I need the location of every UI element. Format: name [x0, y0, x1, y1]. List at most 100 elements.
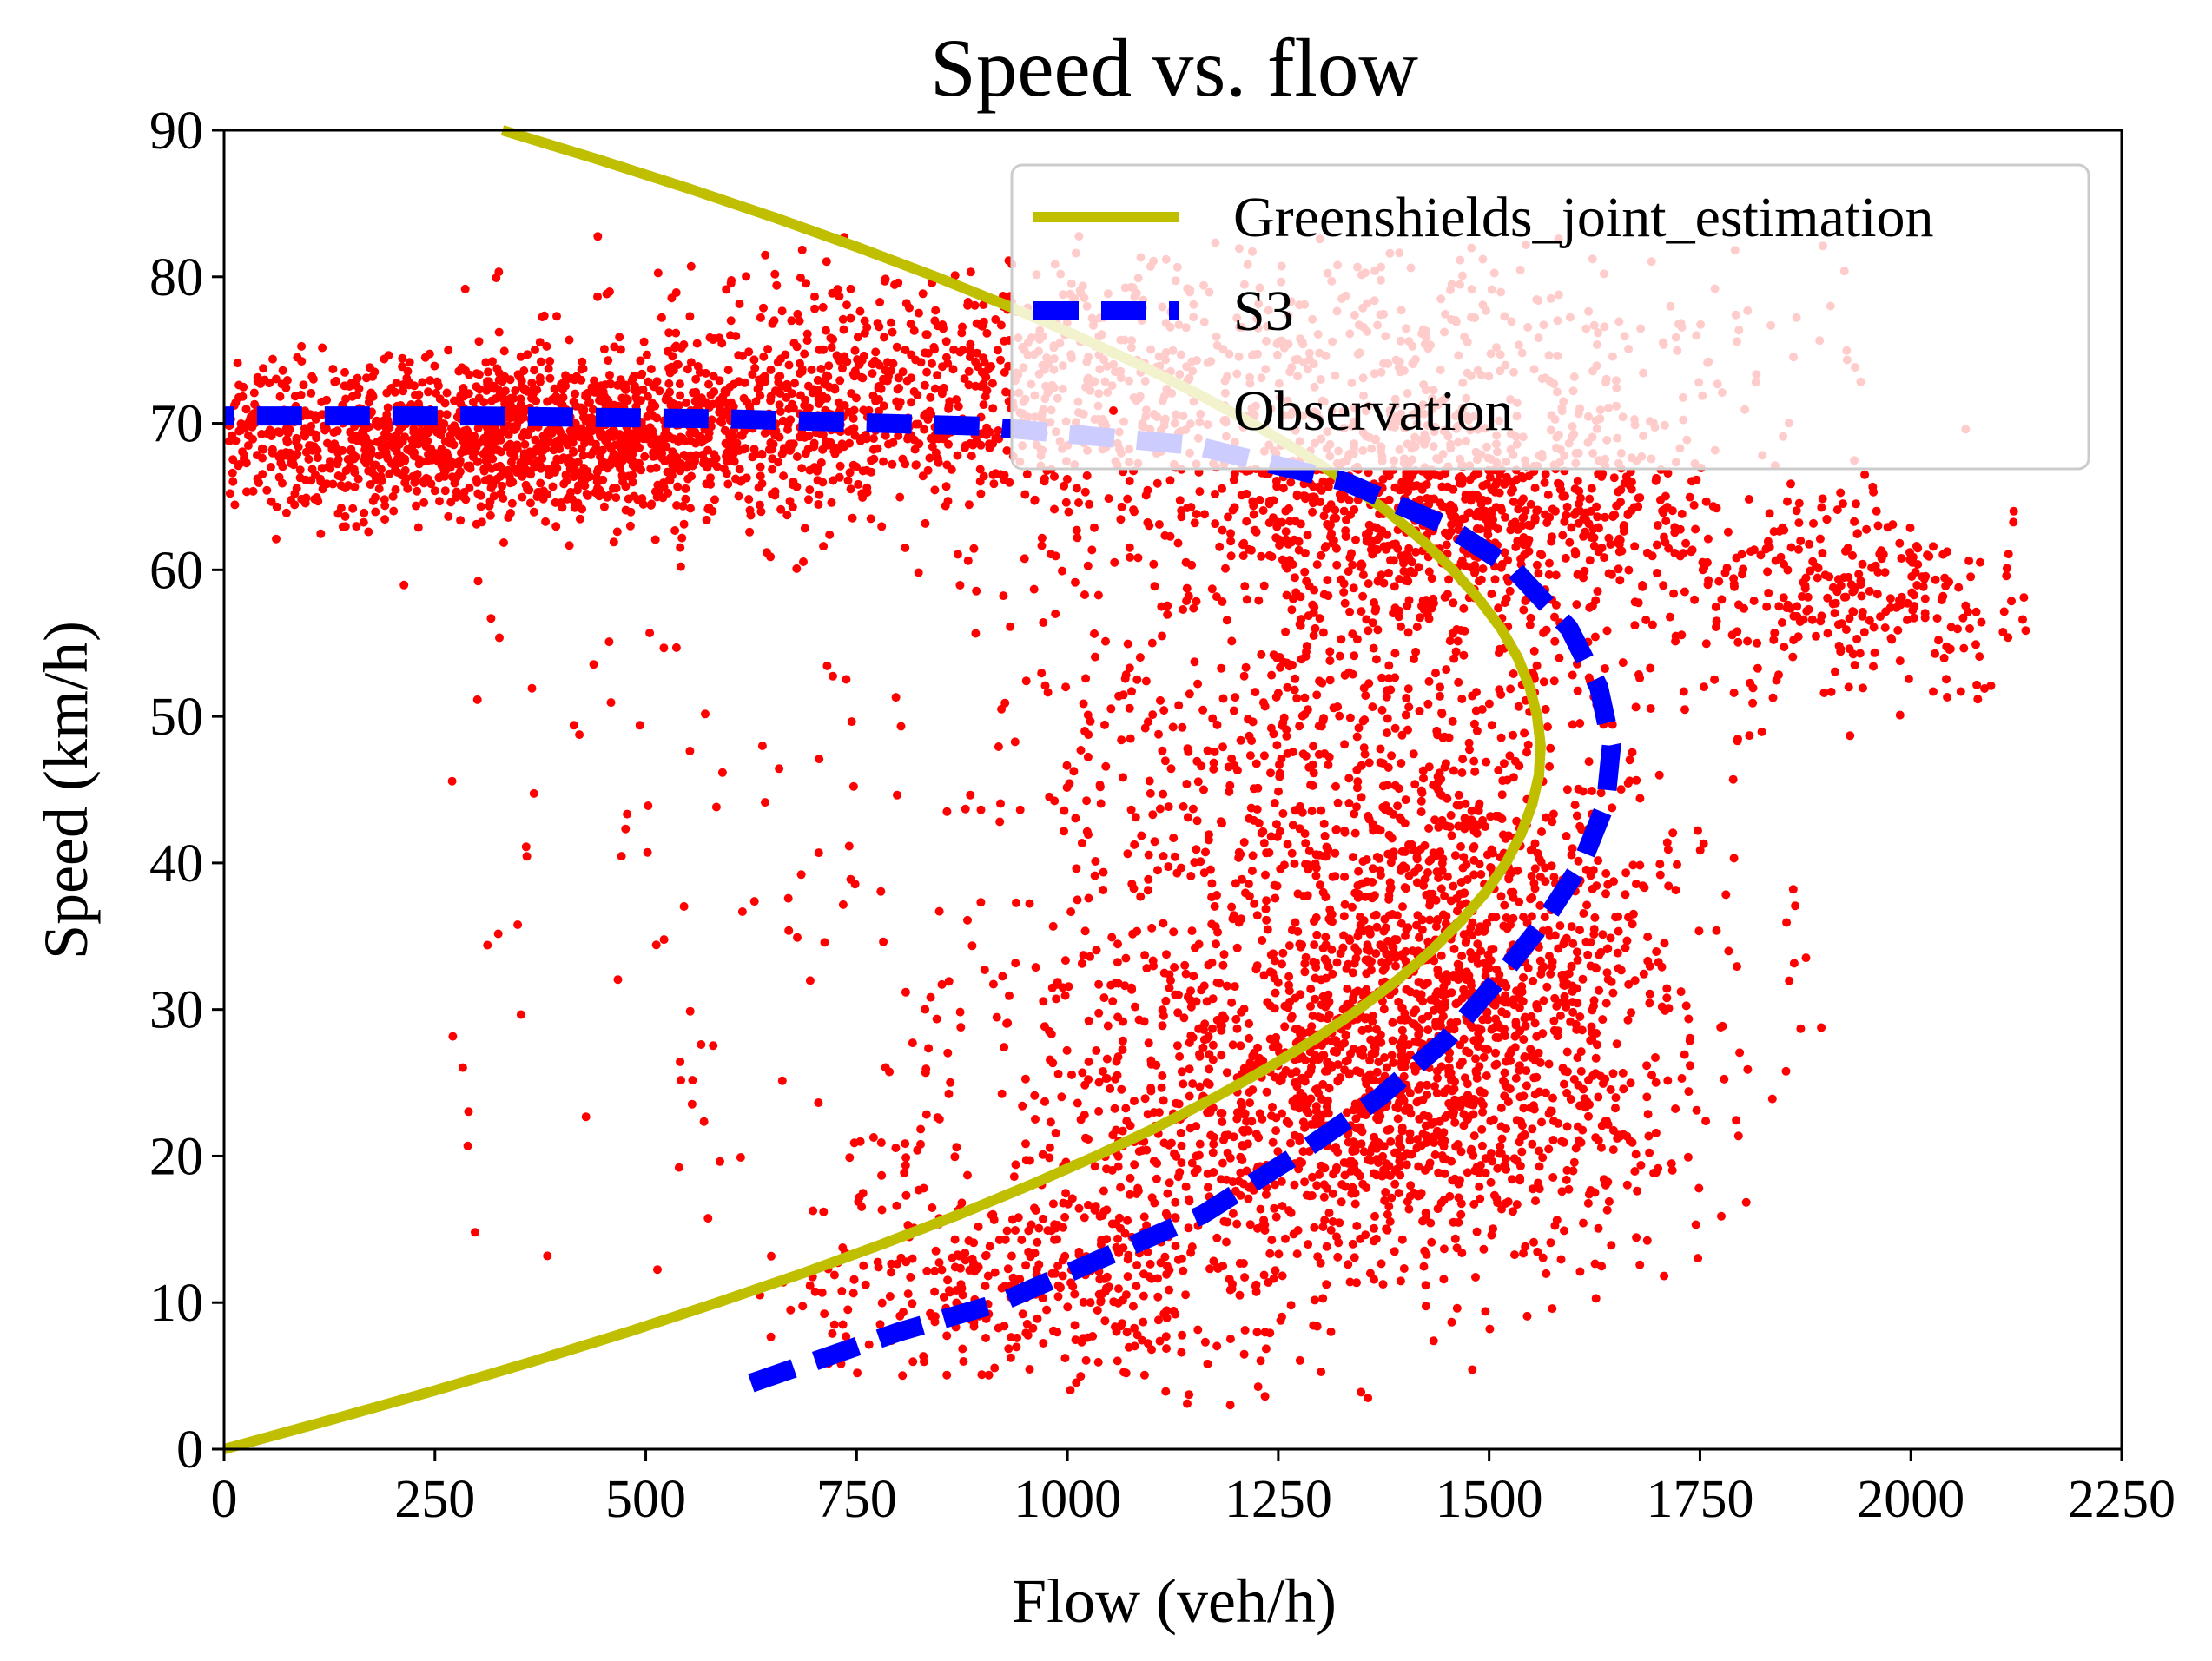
- observation-point: [1909, 590, 1918, 600]
- observation-point: [1361, 691, 1370, 701]
- observation-point: [1870, 648, 1879, 657]
- observation-point: [1240, 1273, 1250, 1282]
- observation-point: [545, 373, 555, 383]
- observation-point: [225, 437, 234, 446]
- observation-point: [558, 503, 567, 512]
- observation-point: [1692, 475, 1701, 484]
- observation-point: [775, 400, 784, 410]
- observation-point: [1802, 606, 1812, 616]
- observation-point: [1283, 564, 1291, 573]
- observation-point: [966, 267, 975, 277]
- observation-point: [1165, 476, 1175, 485]
- observation-point: [725, 456, 735, 465]
- observation-point: [742, 272, 751, 281]
- chart-title: Speed vs. flow: [930, 22, 1418, 114]
- observation-point: [1938, 550, 1948, 559]
- observation-point: [1498, 776, 1508, 786]
- observation-point: [1040, 681, 1050, 690]
- observation-point: [1080, 590, 1089, 599]
- observation-point: [888, 459, 897, 469]
- observation-point: [1324, 1208, 1334, 1217]
- observation-point: [327, 444, 337, 453]
- observation-point: [649, 432, 658, 441]
- observation-point: [371, 507, 380, 517]
- observation-point: [1368, 618, 1377, 628]
- observation-point: [1573, 686, 1582, 695]
- observation-point: [825, 530, 835, 539]
- observation-point: [1114, 691, 1124, 701]
- observation-point: [1221, 564, 1230, 573]
- observation-point: [691, 374, 701, 384]
- observation-point: [1357, 793, 1366, 802]
- observation-point: [706, 390, 716, 399]
- observation-point: [1030, 496, 1040, 505]
- observation-point: [1458, 755, 1468, 764]
- observation-point: [1130, 840, 1139, 849]
- observation-point: [1445, 636, 1455, 646]
- observation-point: [1745, 731, 1754, 741]
- observation-point: [598, 398, 608, 407]
- observation-point: [1518, 513, 1528, 523]
- observation-point: [1080, 727, 1090, 735]
- observation-point: [1446, 811, 1456, 820]
- observation-point: [626, 507, 636, 517]
- observation-point: [782, 379, 792, 389]
- observation-point: [452, 458, 461, 468]
- observation-point: [442, 388, 452, 398]
- observation-point: [1447, 1157, 1456, 1166]
- observation-point: [883, 358, 892, 367]
- observation-point: [1272, 653, 1282, 662]
- observation-point: [1623, 779, 1633, 788]
- observation-point: [518, 471, 527, 481]
- observation-point: [1764, 589, 1773, 597]
- observation-point: [928, 359, 936, 368]
- observation-point: [1183, 813, 1192, 822]
- observation-point: [1218, 484, 1226, 493]
- observation-point: [1885, 594, 1895, 603]
- observation-point: [1029, 584, 1039, 594]
- observation-point: [326, 457, 334, 466]
- observation-point: [1506, 684, 1515, 694]
- observation-point: [933, 371, 942, 380]
- observation-point: [445, 463, 453, 472]
- observation-point: [741, 444, 750, 453]
- observation-point: [1776, 552, 1786, 562]
- observation-point: [1897, 554, 1906, 563]
- observation-point: [1175, 496, 1185, 505]
- observation-point: [1580, 566, 1589, 576]
- observation-point: [1592, 502, 1601, 511]
- observation-point: [1222, 616, 1231, 625]
- observation-point: [412, 501, 421, 511]
- observation-point: [1405, 1129, 1415, 1138]
- observation-point: [1372, 535, 1382, 544]
- observation-point: [1918, 582, 1928, 591]
- observation-point: [1345, 607, 1355, 616]
- observation-point: [892, 342, 901, 352]
- observation-point: [966, 438, 975, 448]
- observation-point: [2009, 517, 2018, 527]
- observation-point: [1584, 757, 1594, 767]
- observation-point: [580, 481, 590, 491]
- observation-point: [1348, 853, 1357, 862]
- observation-point: [1687, 547, 1696, 557]
- observation-point: [1259, 839, 1269, 847]
- observation-point: [860, 316, 869, 326]
- observation-point: [706, 473, 715, 483]
- observation-point: [1654, 770, 1664, 780]
- observation-point: [1080, 926, 1090, 936]
- observation-point: [1324, 760, 1333, 769]
- observation-point: [1091, 652, 1099, 662]
- observation-point: [1403, 628, 1413, 637]
- observation-point: [1544, 1144, 1554, 1154]
- observation-point: [735, 300, 744, 308]
- observation-point: [931, 306, 941, 315]
- observation-point: [333, 455, 343, 465]
- observation-point: [512, 445, 522, 454]
- observation-point: [681, 484, 690, 493]
- observation-point: [1402, 694, 1411, 702]
- observation-point: [555, 445, 565, 454]
- observation-point: [1558, 531, 1568, 540]
- observation-point: [799, 557, 808, 566]
- observation-point: [817, 395, 826, 405]
- observation-point: [571, 389, 580, 399]
